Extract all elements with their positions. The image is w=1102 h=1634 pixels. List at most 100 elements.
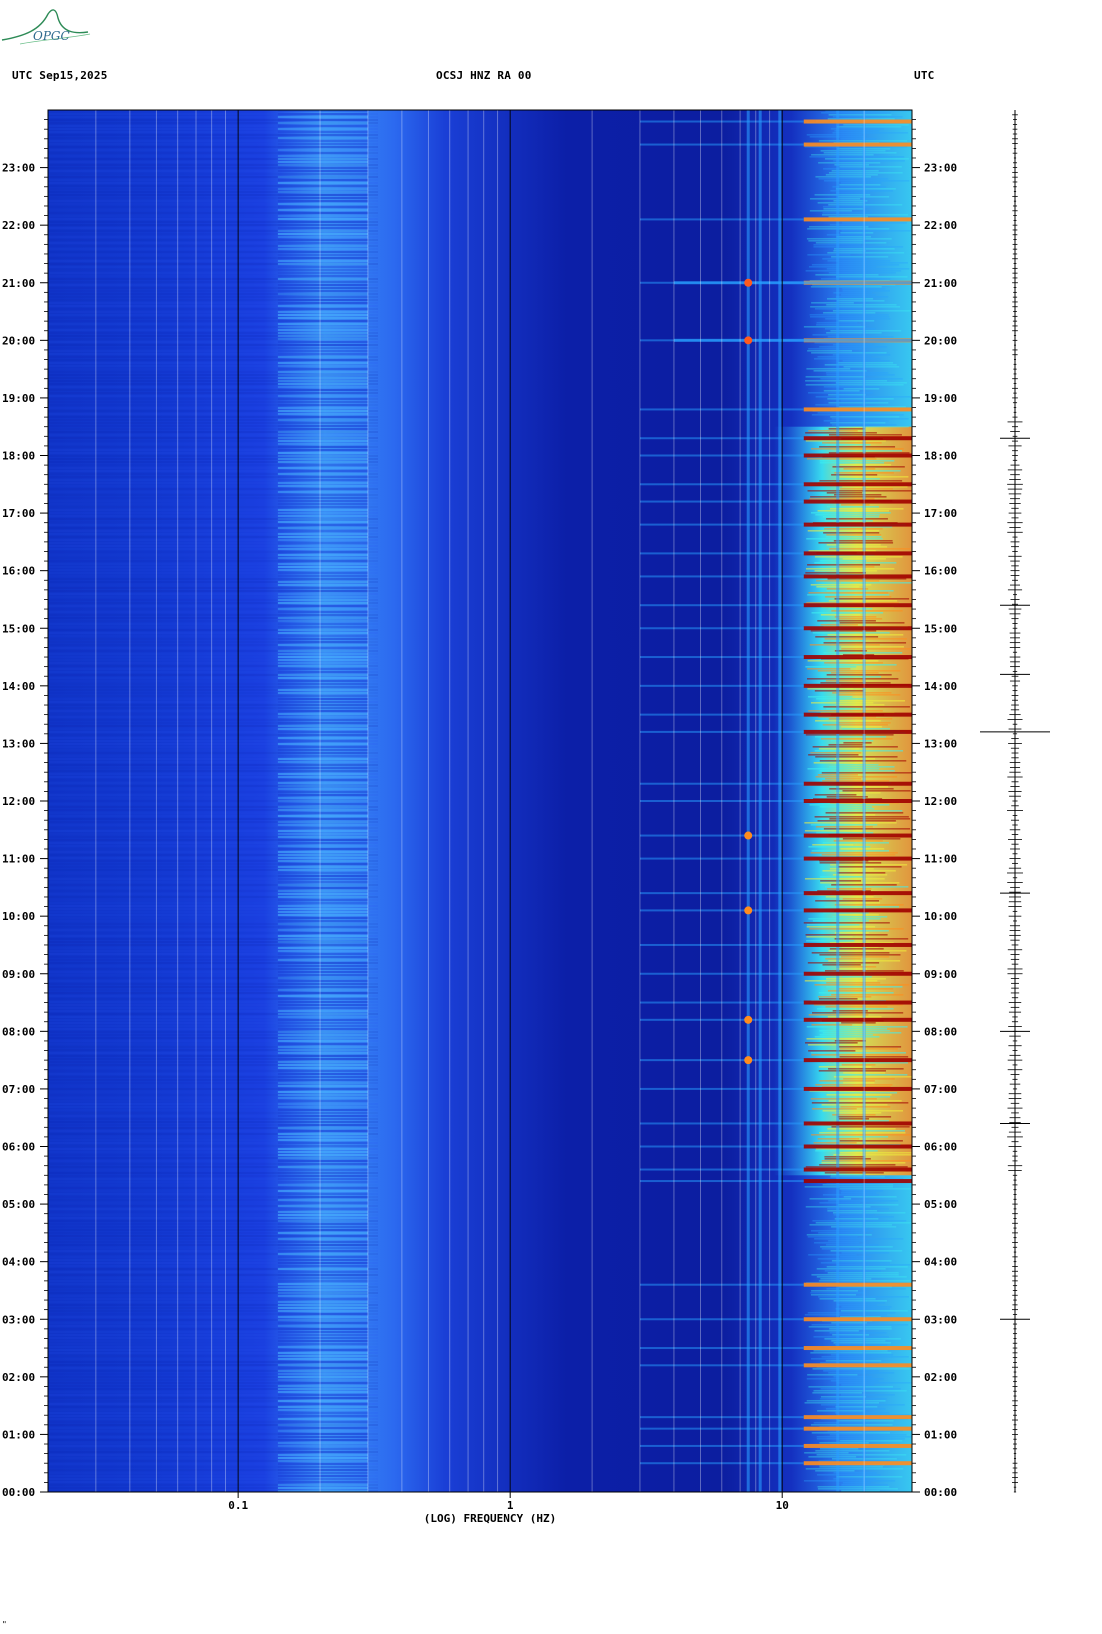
texture-streak <box>48 965 378 967</box>
high-frequency-streak <box>826 674 892 676</box>
texture-streak <box>48 932 378 934</box>
band-streak <box>277 794 368 796</box>
high-frequency-streak <box>833 200 868 202</box>
texture-streak <box>48 578 378 580</box>
band-streak <box>277 155 368 157</box>
band-streak <box>277 1043 368 1045</box>
high-frequency-streak <box>810 1052 906 1054</box>
y-tick-label-right: 14:00 <box>924 680 957 693</box>
high-frequency-streak <box>831 1126 910 1128</box>
texture-streak <box>48 1349 378 1351</box>
texture-streak <box>48 1283 378 1285</box>
high-frequency-streak <box>816 1268 886 1270</box>
event-streak <box>803 856 912 861</box>
band-streak <box>277 293 368 295</box>
texture-streak <box>48 662 378 664</box>
band-streak <box>277 170 368 172</box>
band-streak <box>277 1250 368 1252</box>
high-frequency-streak <box>832 310 912 312</box>
band-streak <box>277 644 368 646</box>
band-streak <box>277 1487 368 1489</box>
band-streak <box>277 1049 368 1051</box>
band-streak <box>277 1301 368 1303</box>
texture-streak <box>48 1235 378 1237</box>
band-streak <box>277 986 368 988</box>
texture-streak <box>48 968 378 970</box>
band-streak <box>277 1463 368 1465</box>
texture-streak <box>48 374 378 376</box>
band-streak <box>277 1346 368 1348</box>
band-streak <box>277 1484 368 1486</box>
high-frequency-streak <box>824 1158 871 1160</box>
texture-streak <box>48 1421 378 1423</box>
texture-streak <box>48 734 378 736</box>
band-streak <box>277 419 368 421</box>
band-streak <box>277 1334 368 1336</box>
event-streak <box>803 626 912 631</box>
texture-streak <box>48 656 378 658</box>
opgc-logo: OPGC <box>1 9 91 45</box>
band-streak <box>277 1025 368 1027</box>
high-frequency-streak <box>823 312 876 314</box>
texture-streak <box>48 1301 378 1303</box>
high-frequency-streak <box>808 754 859 756</box>
y-tick-label-left: 07:00 <box>2 1083 35 1096</box>
texture-streak <box>48 854 378 856</box>
band-streak <box>277 725 368 727</box>
event-streak <box>803 1317 912 1322</box>
texture-streak <box>48 1034 378 1036</box>
texture-streak <box>48 365 378 367</box>
high-frequency-streak <box>831 418 909 420</box>
band-streak <box>277 791 368 793</box>
high-frequency-streak <box>814 570 877 572</box>
band-streak <box>277 185 368 187</box>
band-streak <box>277 815 368 817</box>
texture-streak <box>48 524 378 526</box>
band-streak <box>277 704 368 706</box>
band-streak <box>277 953 368 955</box>
texture-streak <box>48 1397 378 1399</box>
y-tick-label-right: 16:00 <box>924 565 957 578</box>
high-frequency-streak <box>812 1220 907 1222</box>
texture-streak <box>48 1070 378 1072</box>
high-frequency-streak <box>826 492 863 494</box>
high-frequency-streak <box>803 326 866 328</box>
band-streak <box>277 371 368 373</box>
high-frequency-streak <box>807 768 880 770</box>
high-frequency-streak <box>830 422 886 424</box>
band-streak <box>277 731 368 733</box>
band-streak <box>277 1100 368 1102</box>
band-streak <box>277 1256 368 1258</box>
high-frequency-streak <box>819 1132 906 1134</box>
high-frequency-streak <box>833 1472 877 1474</box>
y-tick-label-left: 11:00 <box>2 853 35 866</box>
high-frequency-streak <box>826 588 869 590</box>
event-streak <box>803 833 912 838</box>
texture-streak <box>48 335 378 337</box>
texture-streak <box>48 257 378 259</box>
high-frequency-streak <box>822 516 879 518</box>
band-streak <box>277 125 368 127</box>
texture-streak <box>48 1238 378 1240</box>
texture-streak <box>48 1424 378 1426</box>
band-streak <box>277 869 368 871</box>
texture-streak <box>48 725 378 727</box>
band-streak <box>277 827 368 829</box>
texture-streak <box>48 764 378 766</box>
band-streak <box>277 974 368 976</box>
band-streak <box>277 893 368 895</box>
band-streak <box>277 464 368 466</box>
high-frequency-streak <box>804 1314 887 1316</box>
high-frequency-streak <box>810 1424 893 1426</box>
texture-streak <box>48 572 378 574</box>
band-streak <box>277 260 368 262</box>
band-streak <box>277 1202 368 1204</box>
band-streak <box>277 1070 368 1072</box>
band-streak <box>277 596 368 598</box>
high-frequency-streak <box>807 564 881 566</box>
texture-streak <box>48 431 378 433</box>
high-frequency-streak <box>825 778 862 780</box>
high-frequency-streak <box>816 1276 907 1278</box>
band-streak <box>277 680 368 682</box>
high-frequency-streak <box>837 872 886 874</box>
